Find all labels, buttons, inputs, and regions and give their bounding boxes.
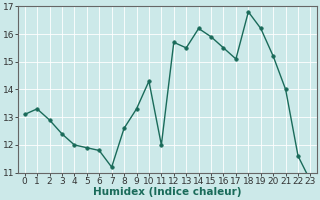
X-axis label: Humidex (Indice chaleur): Humidex (Indice chaleur) — [93, 187, 242, 197]
